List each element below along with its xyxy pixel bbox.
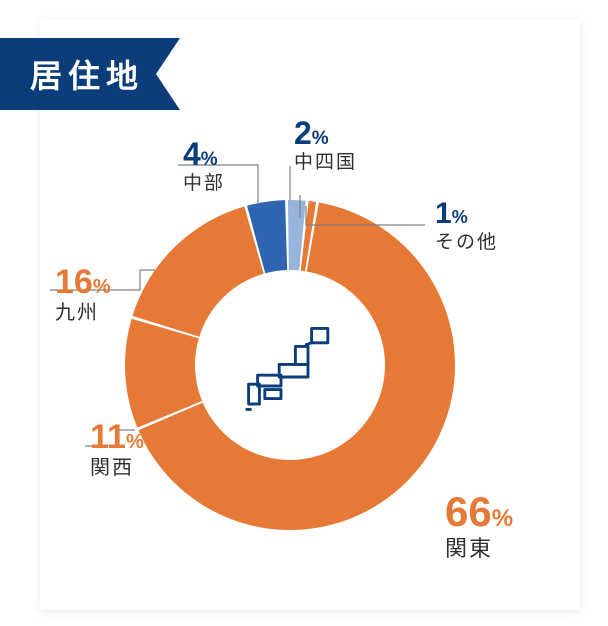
label-other: 1% その他 xyxy=(435,197,498,253)
pct-kansai: 11 xyxy=(90,418,126,456)
pct-chubu: 4 xyxy=(183,136,201,172)
label-kanto: 66% 関東 xyxy=(445,488,513,562)
center-icon-japan-map xyxy=(237,315,343,421)
region-other: その他 xyxy=(435,232,498,254)
japan-map-icon xyxy=(245,323,335,413)
region-kansai: 関西 xyxy=(90,457,144,480)
pct-chushikoku: 2 xyxy=(294,115,312,151)
label-chubu: 4% 中部 xyxy=(183,136,225,195)
region-kanto: 関東 xyxy=(445,536,513,561)
title-text: 居住地 xyxy=(30,51,144,97)
pct-kyushu: 16 xyxy=(55,263,93,301)
pct-kanto: 66 xyxy=(445,488,492,535)
region-kyushu: 九州 xyxy=(55,302,111,325)
label-kansai: 11% 関西 xyxy=(90,418,144,480)
label-kyushu: 16% 九州 xyxy=(55,263,111,325)
pct-other: 1 xyxy=(435,197,452,230)
label-chushikoku: 2% 中四国 xyxy=(294,115,357,174)
region-chubu: 中部 xyxy=(183,173,225,195)
region-chushikoku: 中四国 xyxy=(294,152,357,174)
title-banner: 居住地 xyxy=(0,38,180,110)
